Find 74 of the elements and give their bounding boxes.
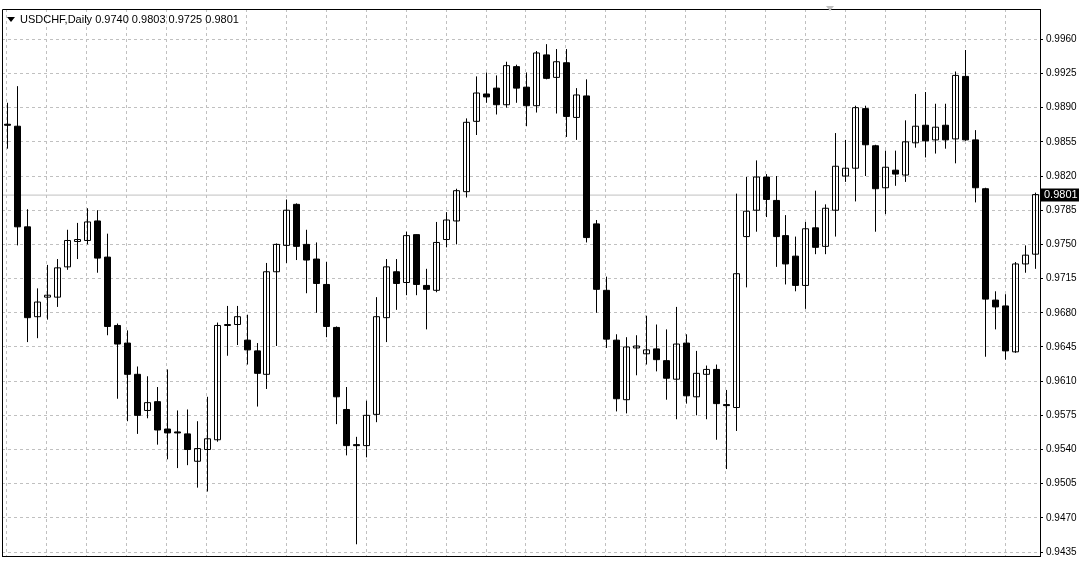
candlestick: [194, 420, 201, 489]
candlestick: [463, 117, 470, 199]
candlestick: [743, 176, 750, 288]
candlestick: [543, 43, 550, 80]
y-tick-label: 0.9890: [1046, 101, 1078, 113]
y-tick-label: 0.9855: [1046, 135, 1078, 147]
y-tick-label: 0.9925: [1046, 67, 1078, 79]
candlestick: [932, 103, 939, 155]
candlestick: [832, 132, 839, 238]
candlestick: [263, 262, 270, 390]
candlestick: [513, 64, 520, 104]
candlestick: [433, 221, 440, 293]
candlestick: [214, 322, 221, 443]
y-tick-label: 0.9750: [1046, 238, 1078, 250]
candlestick: [383, 258, 390, 343]
y-tick-label: 0.9470: [1046, 511, 1078, 523]
candlestick: [224, 305, 231, 357]
candlestick: [273, 242, 280, 347]
candlestick: [842, 139, 849, 183]
candlestick: [802, 221, 809, 310]
candlestick: [882, 150, 889, 215]
candlestick: [453, 188, 460, 245]
candlestick: [643, 315, 650, 366]
candlestick: [54, 258, 61, 308]
candlestick: [64, 229, 71, 271]
candlestick: [473, 75, 480, 136]
candlestick: [403, 231, 410, 296]
candlestick: [114, 323, 121, 400]
candlestick: [1012, 261, 1019, 354]
candlestick: [623, 336, 630, 414]
y-tick-label: 0.9505: [1046, 477, 1078, 489]
candlestick: [373, 296, 380, 423]
candlestick: [912, 93, 919, 149]
candlestick: [74, 222, 81, 260]
y-tick-label: 0.9785: [1046, 203, 1078, 215]
candlestick: [553, 48, 560, 115]
candlestick: [234, 305, 241, 346]
candlestick: [204, 396, 211, 493]
y-tick-label: 0.9645: [1046, 340, 1078, 352]
candlestick: [822, 203, 829, 255]
candlestick: [1022, 244, 1029, 274]
candlestick: [902, 119, 909, 183]
chart-title: USDCHF,Daily 0.9740 0.9803 0.9725 0.9801: [20, 13, 239, 25]
candlestick: [573, 87, 580, 141]
candlestick: [693, 350, 700, 416]
candlestick: [663, 328, 670, 401]
candlestick: [254, 342, 261, 408]
candlestick: [393, 258, 400, 311]
candlestick: [503, 61, 510, 109]
y-tick-label: 0.9960: [1046, 33, 1078, 45]
y-tick-label: 0.9715: [1046, 272, 1078, 284]
y-tick-label: 0.9540: [1046, 443, 1078, 455]
candlestick: [363, 400, 370, 458]
y-tick-label: 0.9575: [1046, 409, 1078, 421]
y-tick-label: 0.9610: [1046, 374, 1078, 386]
ref-line-label: 0.9801: [1044, 188, 1078, 201]
candlestick: [852, 105, 859, 202]
candlestick: [283, 198, 290, 264]
candlestick: [753, 159, 760, 233]
candlestick: [812, 190, 819, 255]
y-tick-label: 0.9820: [1046, 169, 1078, 181]
candlestick: [533, 50, 540, 114]
candlestick: [673, 306, 680, 420]
y-tick-label: 0.9435: [1046, 545, 1078, 557]
candlestick: [733, 193, 740, 432]
candlestick: [703, 365, 710, 420]
candlestick: [633, 334, 640, 376]
candlestick: [144, 375, 151, 419]
candlestick: [952, 71, 959, 164]
candlestick: [44, 264, 51, 321]
candlestick: [34, 287, 41, 339]
candlestick: [443, 211, 450, 248]
y-tick-label: 0.9680: [1046, 306, 1078, 318]
candlestick: [84, 207, 91, 245]
